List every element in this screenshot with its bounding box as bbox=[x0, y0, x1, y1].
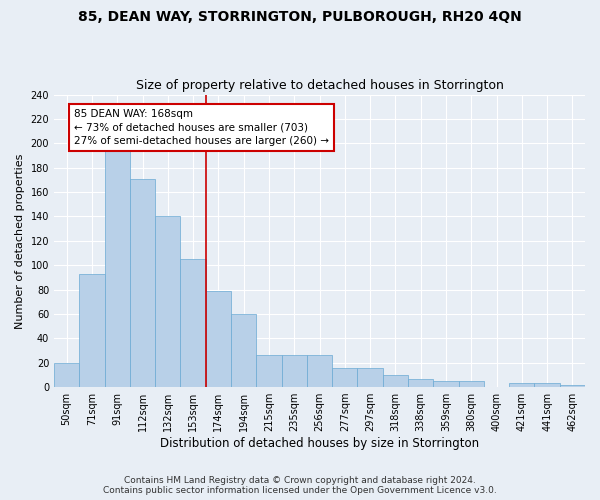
Bar bbox=[181, 259, 206, 387]
Bar bbox=[408, 378, 433, 387]
Bar bbox=[79, 274, 104, 387]
Bar bbox=[54, 362, 79, 387]
Bar bbox=[155, 216, 181, 387]
Y-axis label: Number of detached properties: Number of detached properties bbox=[15, 153, 25, 328]
Bar bbox=[231, 314, 256, 387]
Bar bbox=[458, 381, 484, 387]
Bar bbox=[104, 146, 130, 387]
Title: Size of property relative to detached houses in Storrington: Size of property relative to detached ho… bbox=[136, 79, 503, 92]
Bar bbox=[509, 384, 535, 387]
Bar bbox=[433, 381, 458, 387]
Bar bbox=[358, 368, 383, 387]
Bar bbox=[307, 356, 332, 387]
Text: Contains HM Land Registry data © Crown copyright and database right 2024.
Contai: Contains HM Land Registry data © Crown c… bbox=[103, 476, 497, 495]
Bar bbox=[206, 291, 231, 387]
Bar bbox=[383, 375, 408, 387]
Bar bbox=[130, 178, 155, 387]
Text: 85 DEAN WAY: 168sqm
← 73% of detached houses are smaller (703)
27% of semi-detac: 85 DEAN WAY: 168sqm ← 73% of detached ho… bbox=[74, 109, 329, 146]
Bar bbox=[281, 356, 307, 387]
Text: 85, DEAN WAY, STORRINGTON, PULBOROUGH, RH20 4QN: 85, DEAN WAY, STORRINGTON, PULBOROUGH, R… bbox=[78, 10, 522, 24]
X-axis label: Distribution of detached houses by size in Storrington: Distribution of detached houses by size … bbox=[160, 437, 479, 450]
Bar bbox=[332, 368, 358, 387]
Bar bbox=[535, 384, 560, 387]
Bar bbox=[560, 384, 585, 387]
Bar bbox=[256, 356, 281, 387]
